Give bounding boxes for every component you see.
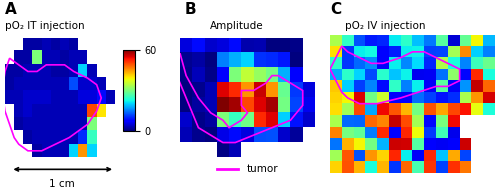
Legend: tumor: tumor: [213, 160, 282, 178]
Text: Amplitude: Amplitude: [210, 21, 264, 31]
Text: C: C: [330, 2, 341, 17]
Text: A: A: [5, 2, 17, 17]
Text: pO₂ IT injection: pO₂ IT injection: [5, 21, 84, 31]
Text: 1 cm: 1 cm: [50, 179, 75, 189]
Text: B: B: [185, 2, 196, 17]
Text: pO₂ IV injection: pO₂ IV injection: [345, 21, 426, 31]
